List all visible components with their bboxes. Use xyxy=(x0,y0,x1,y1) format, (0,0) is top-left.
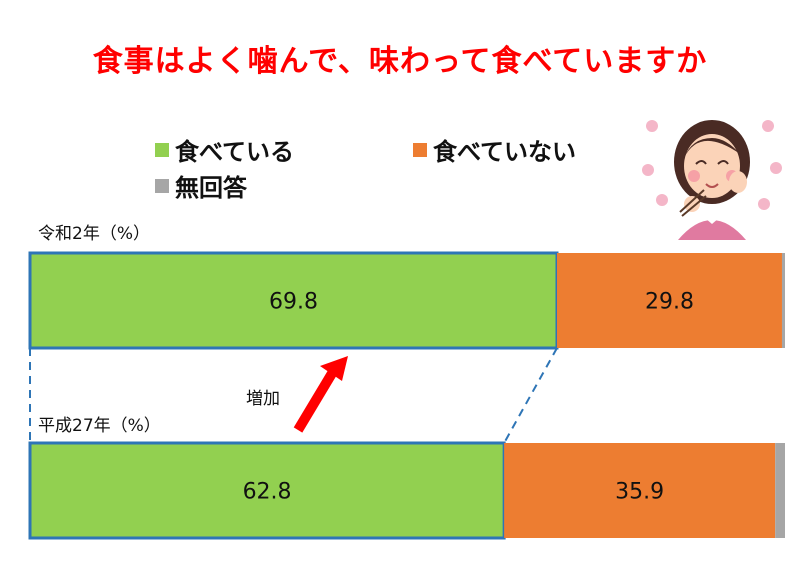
data-label-eating-0: 69.8 xyxy=(269,290,318,315)
legend-label-not-eating: 食べていない xyxy=(433,138,577,166)
bar-no-answer-0 xyxy=(781,253,785,348)
legend-item-not-eating: 食べていない xyxy=(413,132,576,167)
increase-arrow-icon xyxy=(293,356,348,433)
legend-label-eating: 食べている xyxy=(175,138,295,166)
chart-title: 食事はよく噛んで、味わって食べていますか xyxy=(92,44,708,79)
woman-eating-happily-illustration xyxy=(642,120,782,240)
bar-not-eating-0 xyxy=(556,253,782,348)
legend-item-eating: 食べている xyxy=(155,132,294,167)
legend-swatch-not-eating xyxy=(413,142,427,157)
category-label-heisei27: 平成27年（%） xyxy=(38,416,161,436)
data-label-eating-1: 62.8 xyxy=(243,480,292,505)
legend-item-no-answer: 無回答 xyxy=(155,168,247,203)
bar-no-answer-1 xyxy=(775,443,785,538)
data-label-not-eating-1: 35.9 xyxy=(615,480,664,505)
legend-swatch-no-answer xyxy=(155,178,169,193)
data-label-not-eating-0: 29.8 xyxy=(645,290,694,315)
bar-not-eating-1 xyxy=(504,443,776,538)
connector-right xyxy=(503,347,558,444)
legend-label-no-answer: 無回答 xyxy=(175,174,247,202)
category-label-reiwa2: 令和2年（%） xyxy=(38,224,150,244)
bar-eating-0 xyxy=(28,251,559,350)
legend-swatch-eating xyxy=(155,142,169,157)
increase-annotation: 増加 xyxy=(246,389,280,409)
bar-eating-1 xyxy=(28,441,506,540)
